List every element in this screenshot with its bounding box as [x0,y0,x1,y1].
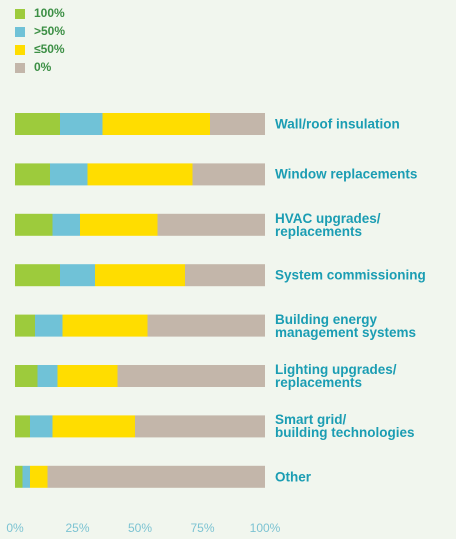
category-label: Window replacements [275,166,418,182]
bar-segment [57,365,118,387]
category-label: Lighting upgrades/ replacements [275,362,397,390]
category-label: Wall/roof insulation [275,116,400,132]
bar-segment [185,264,265,287]
bar-segment [210,113,265,135]
bar-segment [15,365,38,387]
x-tick-label: 50% [128,521,152,535]
bar-segment [62,314,148,337]
legend-label: 100% [34,6,65,20]
bar-segment [15,314,35,337]
category-label: Other [275,469,312,485]
bar-segment [52,213,80,236]
legend-label: ≤50% [34,42,65,56]
bar-segment [15,264,60,287]
bar-segment [95,264,185,287]
category-label: Smart grid/ building technologies [275,412,415,441]
bar-segment [15,113,60,135]
bar-segment [15,163,50,186]
x-tick-label: 25% [65,521,89,535]
bar-segment [157,213,265,236]
bar-segment [52,415,135,438]
bar-segment [80,213,158,236]
bar-segment [15,213,53,236]
bar-segment [117,365,265,387]
legend-label: >50% [34,24,65,38]
legend-swatch [15,63,25,73]
x-tick-label: 100% [250,521,281,535]
bar-segment [135,415,265,438]
legend-swatch [15,45,25,55]
bar-segment [87,163,193,186]
bar-segment [37,365,58,387]
bar-segment [60,113,103,135]
legend-swatch [15,9,25,19]
x-tick-label: 0% [6,521,24,535]
bar-segment [47,465,265,488]
category-label: HVAC upgrades/ replacements [275,210,381,239]
bar-segment [22,465,30,488]
x-tick-label: 75% [190,521,214,535]
category-label: System commissioning [275,267,426,283]
bar-segment [15,465,23,488]
bar-segment [102,113,210,135]
category-label: Building energy management systems [275,311,417,340]
bar-segment [30,415,53,438]
legend-swatch [15,27,25,37]
bar-segment [60,264,95,287]
bar-segment [192,163,265,186]
bar-segment [147,314,265,337]
bar-segment [35,314,63,337]
bar-segment [15,415,30,438]
bar-segment [50,163,88,186]
bar-segment [30,465,48,488]
legend-label: 0% [34,60,52,74]
